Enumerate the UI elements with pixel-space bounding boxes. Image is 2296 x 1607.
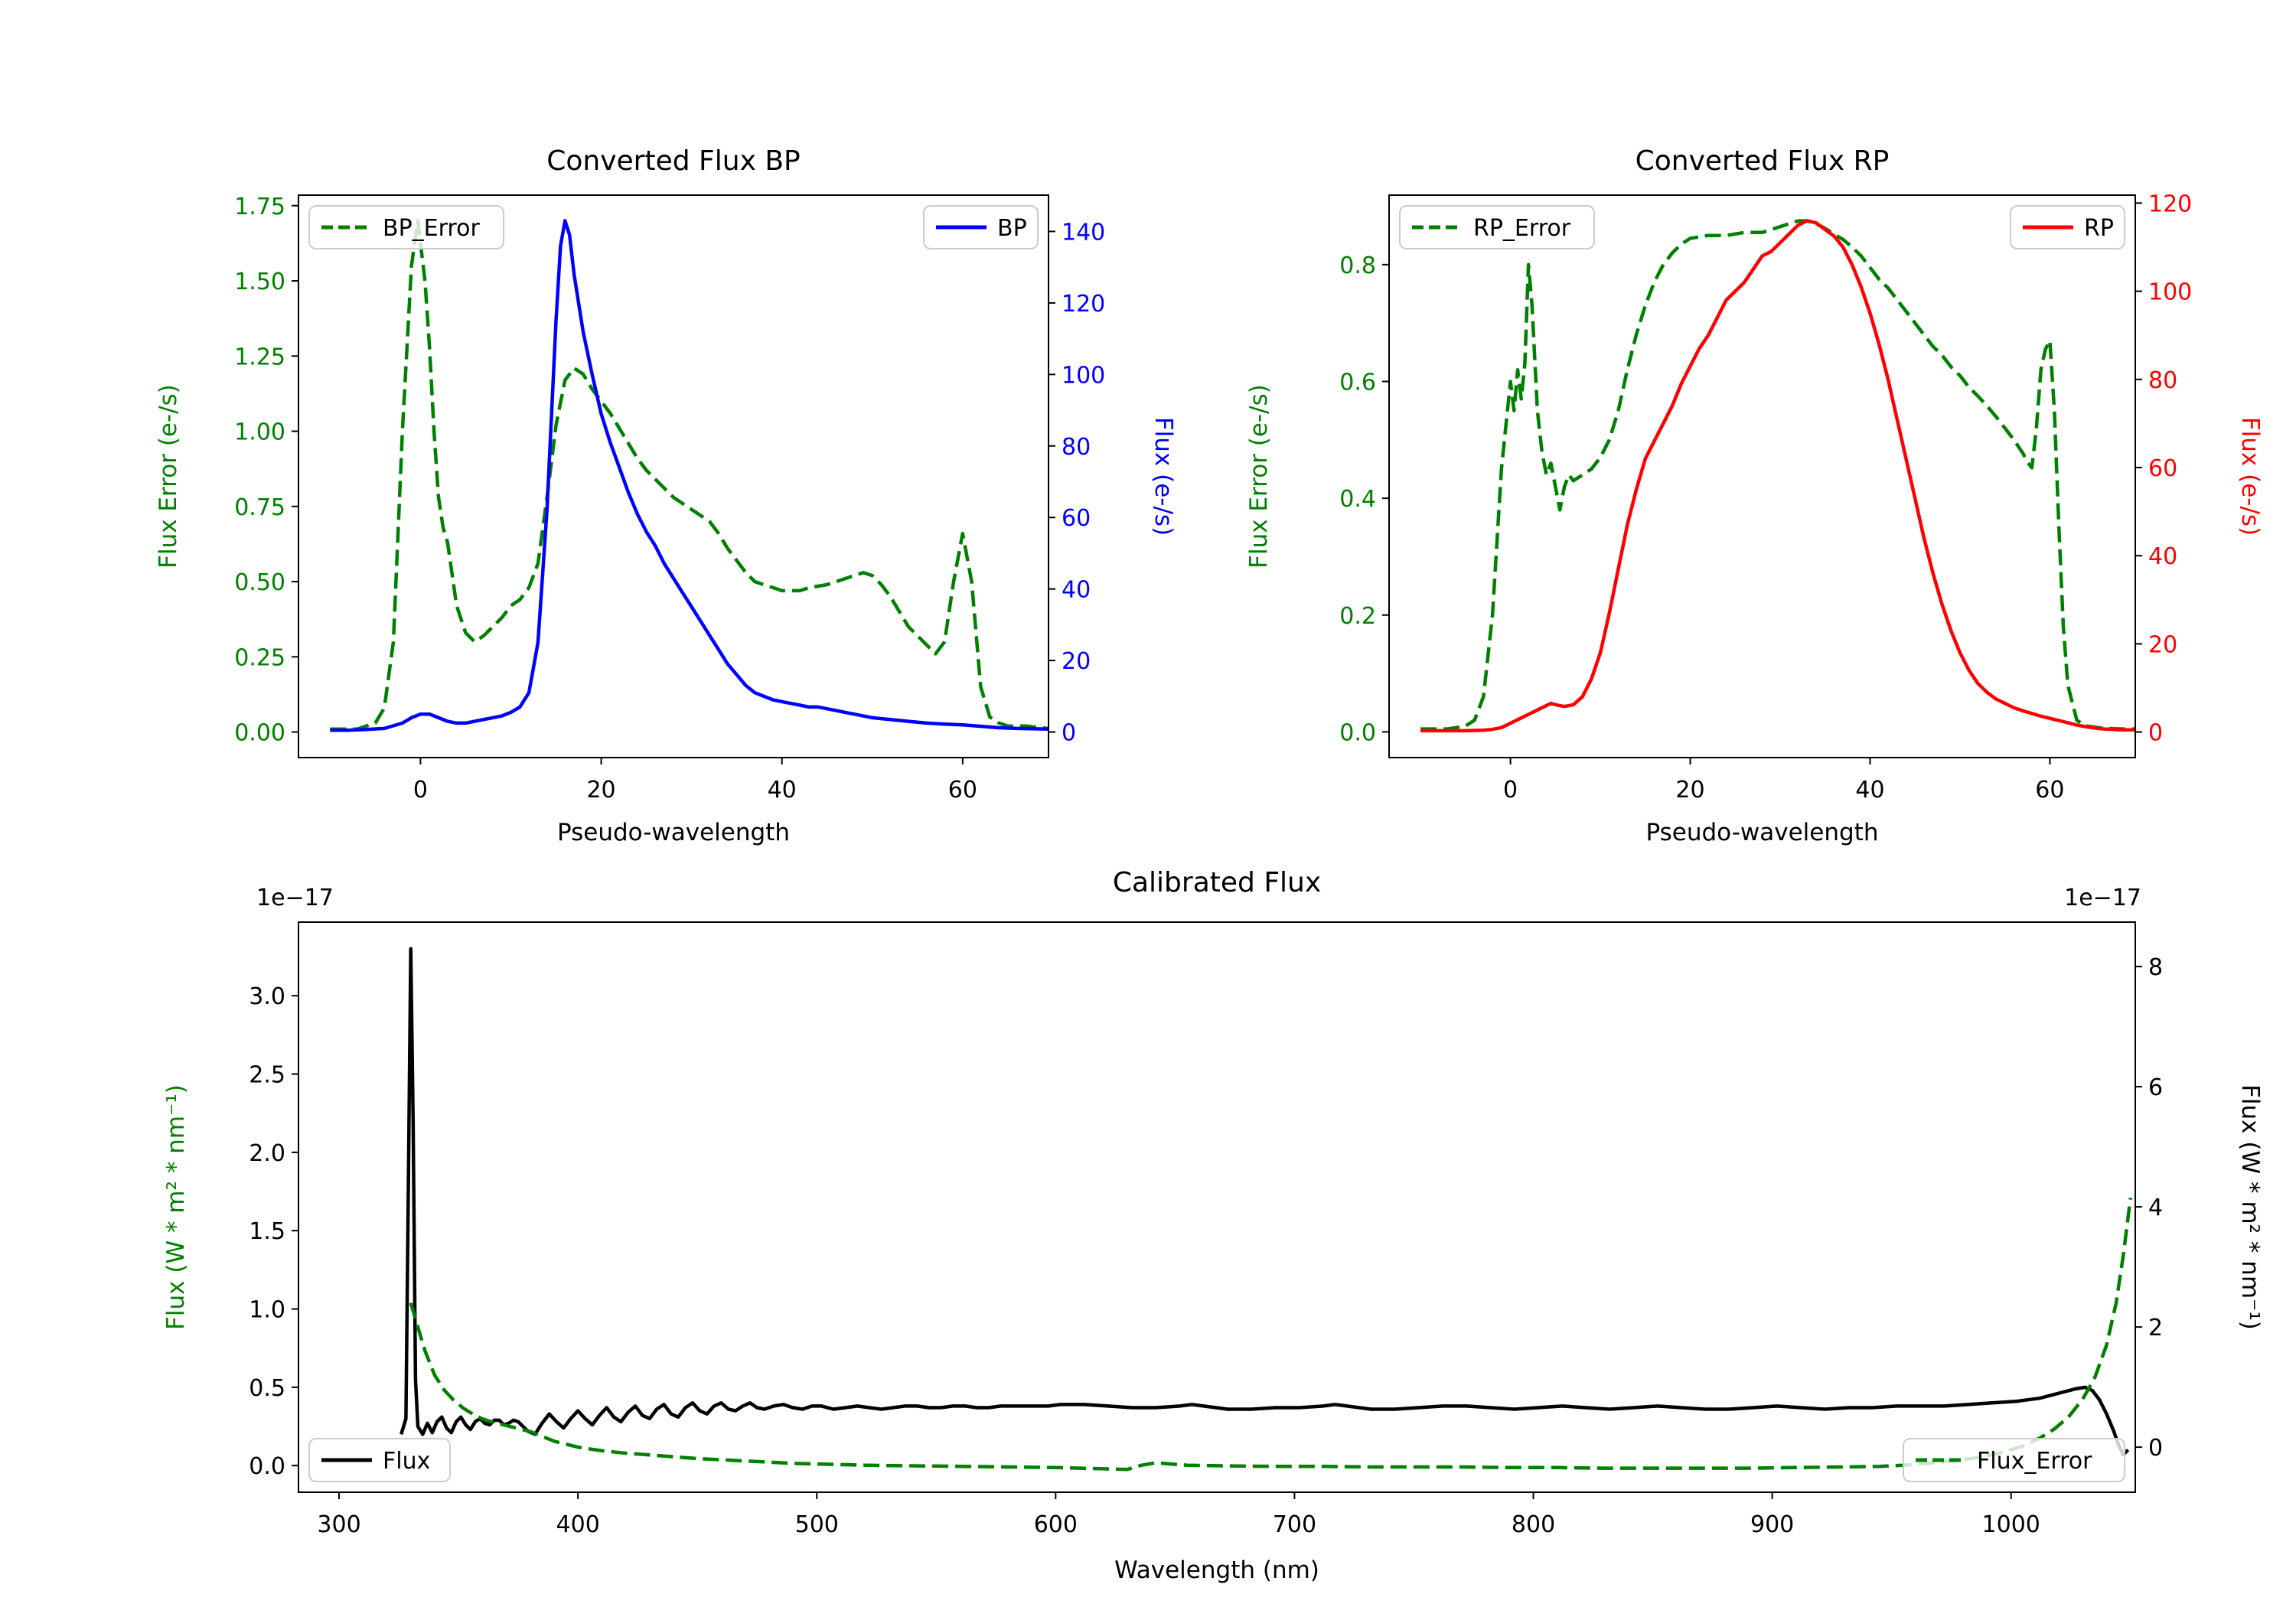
series-line-flux	[400, 947, 2130, 1457]
x-axis-label: Pseudo-wavelength	[557, 819, 790, 846]
y-axis-label-left: Flux Error (e-/s)	[155, 384, 182, 569]
chart-title: Calibrated Flux	[1113, 867, 1321, 898]
x-tick-label: 20	[1675, 777, 1704, 804]
legend-box	[308, 1438, 451, 1482]
y-axis-label-left: Flux Error (e-/s)	[1245, 384, 1273, 569]
y-tick-label-left: 0.2	[1339, 603, 1376, 630]
y-tick-label-right: 140	[1062, 219, 1105, 246]
y-tick-label-left: 0.00	[234, 720, 285, 747]
y-tick-label-left: 0.75	[234, 494, 285, 521]
legend-box	[1399, 205, 1595, 249]
legend-box	[308, 205, 504, 249]
y-tick-label-right: 40	[1062, 577, 1091, 604]
y-tick-label-right: 0	[2148, 1435, 2163, 1462]
y-tick-label-left: 0.6	[1339, 369, 1376, 396]
legend-label: Flux	[383, 1448, 430, 1475]
y-tick-label-right: 40	[2148, 543, 2177, 570]
y-tick-label-right: 0	[1062, 720, 1076, 747]
y-axis-label-right: Flux (e-/s)	[1150, 417, 1177, 536]
x-axis-label: Pseudo-wavelength	[1645, 819, 1878, 846]
y-tick-label-left: 2.5	[249, 1062, 285, 1089]
y-tick-label-left: 0.25	[234, 644, 285, 671]
series-line-bp	[330, 219, 1049, 732]
plot-area-converted-flux-bp	[330, 219, 1049, 732]
axis-offset-text-left: 1e−17	[256, 885, 334, 911]
y-tick-label-left: 1.25	[234, 344, 285, 370]
y-tick-label-left: 1.00	[234, 419, 285, 446]
axes-border	[298, 194, 1049, 758]
series-line-rp	[1420, 219, 2135, 733]
y-axis-label-left: Flux (W * m² * nm⁻¹)	[162, 1084, 190, 1330]
y-tick-label-left: 1.0	[249, 1297, 285, 1324]
legend-label: RP	[2084, 215, 2114, 242]
y-tick-label-right: 0	[2148, 720, 2163, 747]
x-tick-label: 500	[795, 1511, 839, 1538]
y-tick-label-right: 2	[2148, 1315, 2163, 1341]
legend-label: BP_Error	[383, 215, 480, 242]
x-tick-label: 1000	[1982, 1511, 2040, 1538]
y-tick-label-left: 0.0	[249, 1453, 285, 1480]
y-tick-label-right: 4	[2148, 1195, 2163, 1221]
x-tick-label: 0	[413, 777, 428, 804]
chart-title: Converted Flux BP	[546, 145, 800, 177]
legend-label: BP	[997, 215, 1027, 242]
chart-title: Converted Flux RP	[1636, 145, 1890, 177]
x-tick-label: 900	[1750, 1511, 1794, 1538]
series-line-flux_error	[409, 1198, 2133, 1472]
y-tick-label-left: 0.0	[1339, 719, 1376, 746]
y-axis-label-right: Flux (W * m² * nm⁻¹)	[2236, 1084, 2264, 1330]
y-tick-label-left: 0.5	[249, 1375, 285, 1402]
x-tick-label: 20	[586, 777, 615, 804]
legend-label: RP_Error	[1473, 215, 1571, 242]
x-tick-label: 300	[317, 1511, 360, 1538]
legend-box	[1903, 1438, 2125, 1482]
y-tick-label-right: 80	[2148, 367, 2177, 394]
series-line-rp_error	[1420, 219, 2135, 731]
x-tick-label: 800	[1512, 1511, 1555, 1538]
y-tick-label-right: 80	[1062, 434, 1091, 461]
x-tick-label: 600	[1034, 1511, 1078, 1538]
y-tick-label-left: 0.8	[1339, 253, 1376, 279]
y-tick-label-left: 1.75	[234, 194, 285, 220]
y-tick-label-right: 8	[2148, 954, 2163, 981]
y-tick-label-left: 2.0	[249, 1140, 285, 1167]
y-tick-label-left: 1.50	[234, 269, 285, 295]
y-tick-label-right: 120	[1062, 291, 1105, 318]
y-tick-label-right: 6	[2148, 1074, 2163, 1101]
x-tick-label: 400	[556, 1511, 600, 1538]
legend-label: Flux_Error	[1977, 1448, 2092, 1475]
y-tick-label-right: 60	[1062, 505, 1091, 532]
y-tick-label-right: 100	[2148, 279, 2192, 306]
x-tick-label: 40	[768, 777, 797, 804]
x-tick-label: 60	[2035, 777, 2064, 804]
y-tick-label-right: 60	[2148, 455, 2177, 482]
axes-border	[1388, 194, 2136, 758]
axis-offset-text-right: 1e−17	[2064, 885, 2141, 911]
y-tick-label-left: 3.0	[249, 983, 285, 1010]
x-axis-label: Wavelength (nm)	[1114, 1556, 1319, 1584]
y-tick-label-right: 100	[1062, 362, 1105, 389]
plot-area-calibrated-flux	[400, 947, 2133, 1472]
x-tick-label: 700	[1273, 1511, 1316, 1538]
y-axis-label-right: Flux (e-/s)	[2236, 417, 2264, 536]
y-tick-label-right: 20	[2148, 631, 2177, 658]
y-tick-label-right: 120	[2148, 191, 2192, 217]
x-tick-label: 40	[1855, 777, 1884, 804]
plot-area-converted-flux-rp	[1420, 219, 2135, 733]
y-tick-label-left: 0.4	[1339, 486, 1376, 513]
y-tick-label-left: 1.5	[249, 1218, 285, 1245]
y-tick-label-right: 20	[1062, 648, 1091, 675]
series-line-bp_error	[330, 219, 1049, 731]
x-tick-label: 0	[1503, 777, 1518, 804]
y-tick-label-left: 0.50	[234, 569, 285, 596]
x-tick-label: 60	[948, 777, 977, 804]
